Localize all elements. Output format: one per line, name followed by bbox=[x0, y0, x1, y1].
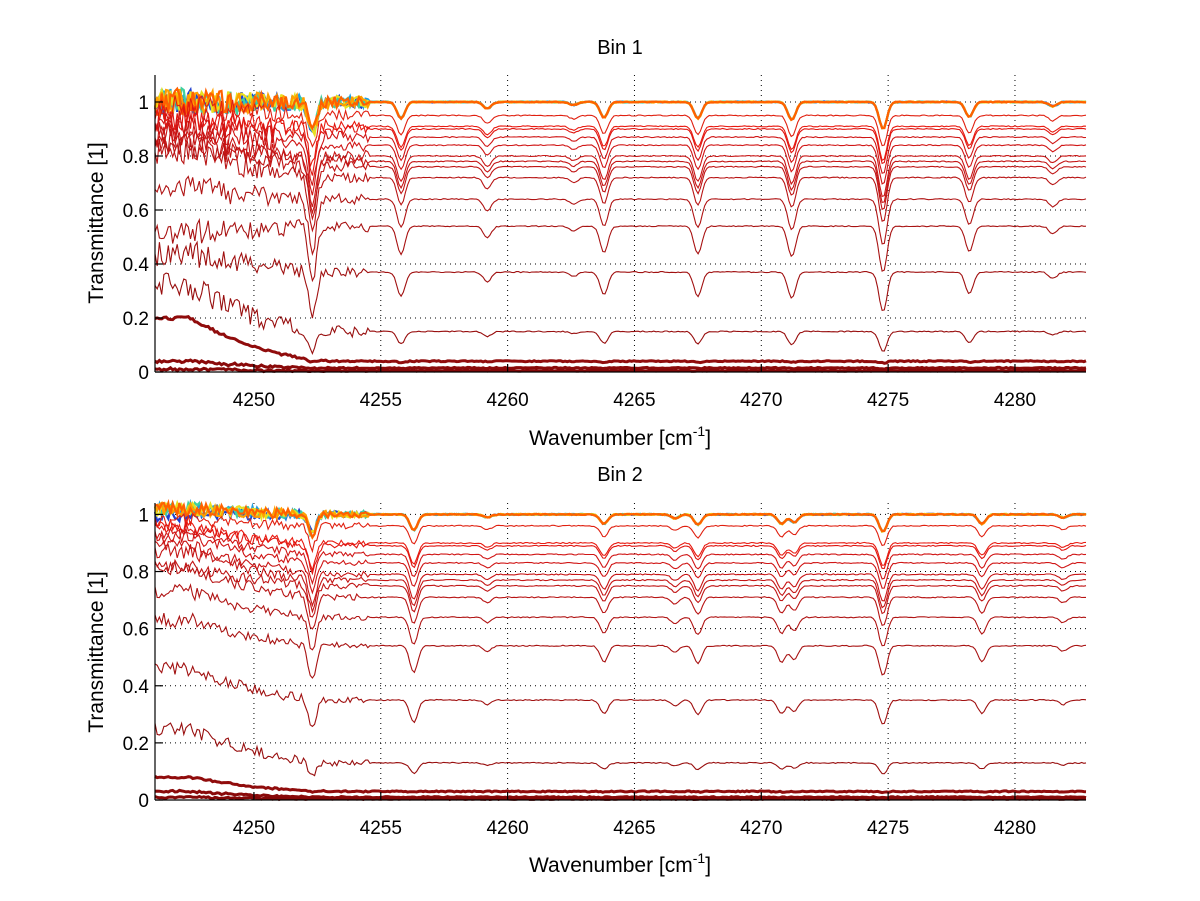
x-axis-label: Wavenumber [cm-1] bbox=[529, 423, 711, 450]
series-line-s15 bbox=[154, 138, 1087, 233]
x-axis-label: Wavenumber [cm-1] bbox=[529, 850, 711, 877]
series-line-s19 bbox=[154, 721, 1087, 777]
y-tick-label: 0.4 bbox=[123, 677, 150, 698]
series-line-s17 bbox=[154, 612, 1087, 679]
x-tick-label: 4255 bbox=[360, 390, 402, 411]
axes bbox=[154, 503, 1086, 801]
series-line-s20 bbox=[154, 314, 1087, 365]
series-line-s10 bbox=[154, 110, 1087, 186]
series-line-s13 bbox=[154, 544, 1087, 614]
y-tick-label: 0 bbox=[138, 791, 149, 812]
x-tick-label: 4255 bbox=[360, 818, 402, 839]
chart-title: Bin 2 bbox=[597, 464, 643, 486]
x-tick-label: 4260 bbox=[486, 390, 528, 411]
series-line-s18 bbox=[154, 240, 1087, 319]
x-tick-label: 4280 bbox=[994, 818, 1036, 839]
x-axis-label-superscript: -1 bbox=[693, 850, 706, 866]
series-line-s7 bbox=[154, 95, 1087, 148]
y-tick-labels: 0 0.2 0.4 0.6 0.8 1 bbox=[123, 93, 150, 384]
x-axis-label-main: Wavenumber [cm bbox=[529, 854, 693, 877]
series-lines bbox=[153, 498, 1087, 802]
y-tick-labels: 0 0.2 0.4 0.6 0.8 1 bbox=[123, 505, 150, 812]
y-tick-label: 1 bbox=[138, 93, 149, 114]
y-tick-label: 0.8 bbox=[123, 147, 149, 168]
y-tick-label: 0.8 bbox=[123, 563, 149, 584]
series-line-s14 bbox=[154, 132, 1087, 221]
series-line-s22 bbox=[154, 794, 1087, 802]
series-line-s9 bbox=[154, 521, 1087, 576]
series-line-s11 bbox=[154, 529, 1087, 595]
x-axis-label-end: ] bbox=[705, 427, 711, 450]
series-line-s7 bbox=[154, 512, 1087, 554]
y-axis-label: Transmittance [1] bbox=[85, 571, 108, 732]
chart-panel-bin-1: Bin 1 0 0.2 0.4 0.6 0.8 1 4250 4255 4260 4265 427… bbox=[85, 37, 1087, 450]
x-tick-label: 4265 bbox=[613, 390, 655, 411]
series-line-s17 bbox=[154, 217, 1087, 283]
x-tick-label: 4265 bbox=[613, 818, 655, 839]
x-tick-label: 4270 bbox=[740, 818, 782, 839]
series-line-s10 bbox=[154, 526, 1087, 586]
series-line-s11 bbox=[154, 113, 1087, 196]
chart-panel-bin-2: Bin 2 0 0.2 0.4 0.6 0.8 1 4250 4255 4260 4265 427… bbox=[85, 464, 1087, 877]
series-line-s6 bbox=[153, 86, 1087, 131]
y-tick-label: 1 bbox=[138, 505, 149, 526]
x-tick-labels: 4250 4255 4260 4265 4270 4275 4280 bbox=[233, 390, 1036, 411]
series-line-s20 bbox=[154, 775, 1087, 795]
series-lines bbox=[153, 86, 1087, 374]
x-tick-label: 4270 bbox=[740, 390, 782, 411]
y-tick-label: 0.6 bbox=[123, 201, 149, 222]
x-tick-label: 4275 bbox=[867, 390, 909, 411]
x-tick-labels: 4250 4255 4260 4265 4270 4275 4280 bbox=[233, 818, 1036, 839]
series-line-s6 bbox=[154, 498, 1087, 540]
series-line-s14 bbox=[154, 558, 1087, 618]
y-axis-label: Transmittance [1] bbox=[85, 142, 108, 303]
series-line-s9 bbox=[154, 104, 1087, 176]
y-tick-label: 0.4 bbox=[123, 255, 150, 276]
x-tick-label: 4275 bbox=[867, 818, 909, 839]
chart-title: Bin 1 bbox=[597, 37, 643, 59]
x-tick-label: 4260 bbox=[486, 818, 528, 839]
x-axis-label-main: Wavenumber [cm bbox=[529, 427, 693, 450]
series-line-s8 bbox=[154, 517, 1087, 573]
y-tick-label: 0.6 bbox=[123, 620, 149, 641]
axes bbox=[154, 75, 1086, 373]
x-axis-label-end: ] bbox=[705, 854, 711, 877]
series-line-s16 bbox=[154, 583, 1087, 651]
y-tick-label: 0 bbox=[138, 363, 149, 384]
y-tick-label: 0.2 bbox=[123, 309, 149, 330]
series-line-s15 bbox=[154, 562, 1086, 630]
x-axis-label-superscript: -1 bbox=[693, 423, 706, 439]
series-line-s21 bbox=[154, 358, 1087, 371]
series-line-s19 bbox=[154, 272, 1087, 355]
x-tick-label: 4280 bbox=[994, 390, 1036, 411]
x-tick-label: 4250 bbox=[233, 390, 275, 411]
series-line-s12 bbox=[154, 539, 1087, 608]
series-line-s12 bbox=[154, 120, 1087, 207]
y-tick-label: 0.2 bbox=[123, 734, 149, 755]
series-line-s16 bbox=[154, 175, 1087, 256]
series-line-s18 bbox=[154, 660, 1087, 728]
x-tick-label: 4250 bbox=[233, 818, 275, 839]
